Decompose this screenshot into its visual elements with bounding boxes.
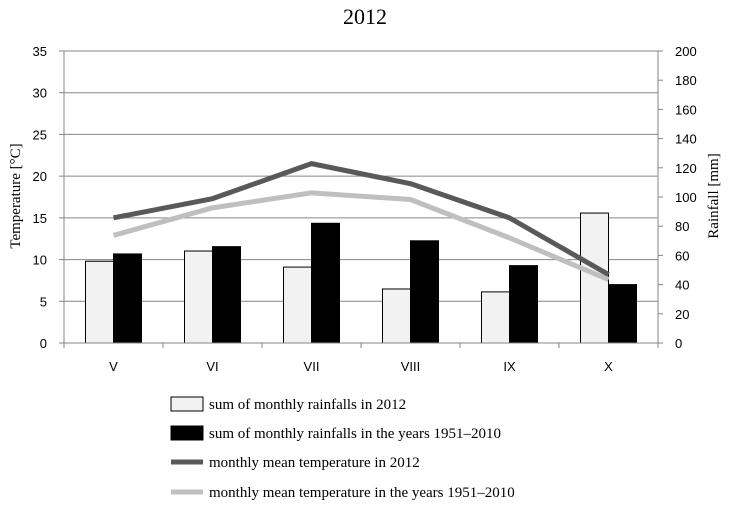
bar (311, 222, 340, 344)
y-right-tick-label: 120 (675, 161, 697, 176)
bar (410, 240, 439, 344)
x-tick-label: IX (503, 359, 516, 374)
y-right-tick-label: 180 (675, 73, 697, 88)
x-tick-label: VII (304, 359, 320, 374)
bar (509, 265, 538, 344)
y-right-tick-label: 200 (675, 44, 697, 59)
x-tick-label: VI (206, 359, 218, 374)
y-right-tick-label: 160 (675, 102, 697, 117)
bar (382, 288, 411, 344)
chart-title: 2012 (343, 4, 387, 29)
y-right-tick-label: 40 (675, 278, 689, 293)
bar (85, 260, 114, 344)
x-tick-label: X (604, 359, 613, 374)
legend-label: sum of monthly rainfalls in the years 19… (209, 426, 501, 442)
bar (608, 284, 637, 344)
legend-swatch (170, 425, 204, 441)
y-right-tick-label: 80 (675, 219, 689, 234)
legend-label: sum of monthly rainfalls in 2012 (209, 397, 406, 413)
y-right-tick-label: 140 (675, 132, 697, 147)
y-right-axis-title: Rainfall [mm] (706, 153, 722, 238)
y-left-tick-label: 25 (33, 127, 47, 142)
axes: 0 5 10 15 20 25 30 35 0 20 40 60 80 100 120 140 160 180 20… (33, 44, 697, 374)
series-line (113, 161, 610, 277)
legend-label: monthly mean temperature in 2012 (209, 455, 420, 471)
y-right-tick-label: 100 (675, 190, 697, 205)
y-left-tick-label: 30 (33, 86, 47, 101)
bar (113, 253, 142, 344)
y-right-tick-label: 20 (675, 307, 689, 322)
bars (85, 212, 637, 344)
bar (481, 291, 510, 344)
y-left-tick-label: 35 (33, 44, 47, 59)
bar (212, 246, 241, 344)
y-left-tick-label: 20 (33, 169, 47, 184)
legend-label: monthly mean temperature in the years 19… (209, 485, 515, 501)
legend: sum of monthly rainfalls in 2012 sum of m… (170, 396, 515, 501)
y-left-tick-label: 15 (33, 211, 47, 226)
y-right-tick-label: 0 (675, 336, 682, 351)
lines (112, 161, 610, 282)
y-left-axis-title: Temperature [°C] (8, 143, 24, 248)
y-left-tick-label: 0 (40, 336, 47, 351)
y-right-tick-label: 60 (675, 248, 689, 263)
legend-swatch (170, 396, 204, 412)
y-left-tick-label: 5 (40, 294, 47, 309)
x-tick-label: V (109, 359, 118, 374)
y-left-tick-label: 10 (33, 253, 47, 268)
bar (283, 266, 312, 344)
x-tick-label: VIII (401, 359, 421, 374)
bar (184, 250, 213, 344)
series-line (112, 190, 610, 282)
